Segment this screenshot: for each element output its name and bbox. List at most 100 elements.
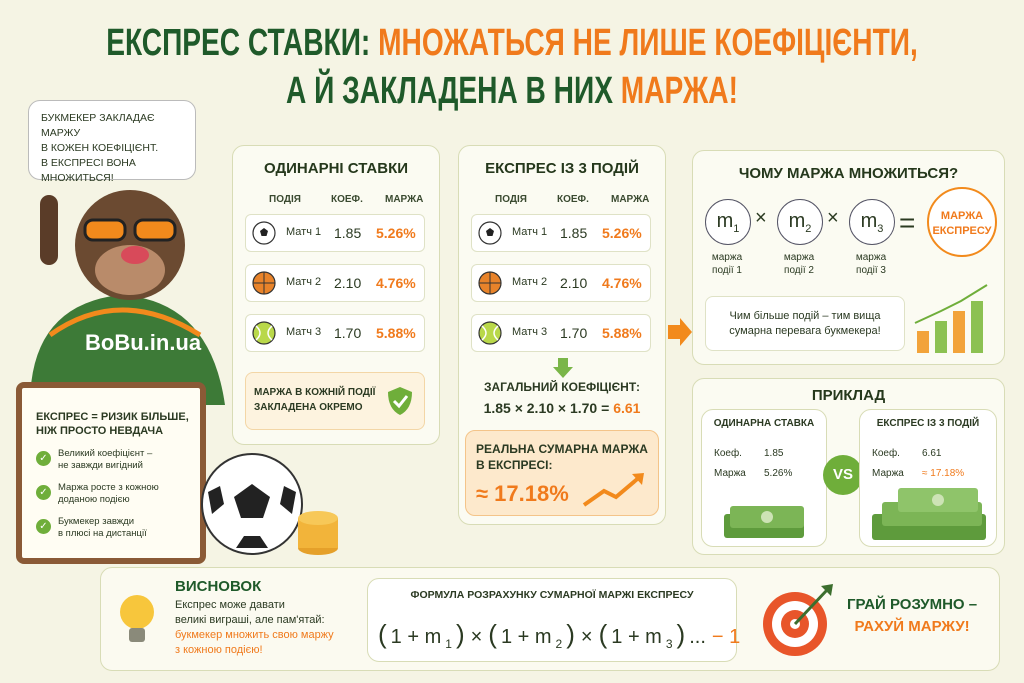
coefficient: 2.10 xyxy=(560,275,588,291)
table-row: Матч 1 1.85 5.26% xyxy=(245,214,425,252)
operator: × xyxy=(827,207,839,229)
example-value: 1.85 xyxy=(764,448,784,459)
operator: × xyxy=(580,626,593,648)
ball-coins xyxy=(201,453,338,555)
example-value: 5.26% xyxy=(764,468,793,479)
single-card: ОДИНАРНІ СТАВКИ ПОДІЯ КОЕФ. МАРЖА Матч 1 1.8… xyxy=(232,145,440,445)
column-header: КОЕФ. xyxy=(331,194,363,205)
note: МАРЖА В КОЖНІЙ ПОДІЇ ЗАКЛАДЕНА ОКРЕМО xyxy=(245,372,425,430)
term: 1 + m xyxy=(390,626,442,648)
speech-line: В КОЖЕН КОЕФІЦІЄНТ. xyxy=(41,142,159,154)
text: ЕКСПРЕСУ xyxy=(932,225,992,237)
term-circle: m1 xyxy=(705,199,751,245)
total-label: ЗАГАЛЬНИЙ КОЕФІЦІЄНТ: xyxy=(483,380,641,394)
text: ЗАКЛАДЕНА ОКРЕМО xyxy=(254,402,363,413)
margin: 5.26% xyxy=(602,225,642,241)
term-circle: m3 xyxy=(849,199,895,245)
symbol: m xyxy=(860,210,878,232)
column-header: МАРЖА xyxy=(385,194,424,205)
express-card: ЕКСПРЕС ІЗ 3 ПОДІЙ ПОДІЯ КОЕФ. МАРЖА Матч 1… xyxy=(458,145,666,525)
check-icon: ✓ xyxy=(36,451,51,466)
paren: ) xyxy=(676,619,686,649)
ball-icon xyxy=(252,271,276,295)
example-express: ЕКСПРЕС ІЗ 3 ПОДІЙ Коеф. 6.61 Маржа ≈ 17.18… xyxy=(859,409,997,547)
paren: ( xyxy=(488,619,497,649)
title-line-2: А Й ЗАКЛАДЕНА В НИХ МАРЖА! xyxy=(286,70,738,113)
speech-line: В ЕКСПРЕСІ ВОНА xyxy=(41,157,136,169)
text: букмекер множить свою маржу xyxy=(175,629,334,641)
total-value: 6.61 xyxy=(613,400,641,416)
card-title: ЧОМУ МАРЖА МНОЖИТЬСЯ? xyxy=(738,165,959,182)
index: 3 xyxy=(665,637,673,651)
money-icon xyxy=(724,506,804,538)
growth-icon xyxy=(582,473,644,507)
event-name: Матч 3 xyxy=(512,326,548,338)
total-formula: 1.85 × 2.10 × 1.70 = xyxy=(483,400,610,416)
column-header: ПОДІЯ xyxy=(495,194,527,205)
paren: ( xyxy=(598,619,608,649)
clipboard-item: ✓ Букмекер завжди в плюсі на дистанції xyxy=(36,516,190,540)
text: ЕКСПРЕС = РИЗИК БІЛЬШЕ, xyxy=(36,411,189,423)
text: маржа xyxy=(711,252,743,263)
ellipsis: ... xyxy=(689,626,706,648)
card-title: ЕКСПРЕС ІЗ 3 ПОДІЙ xyxy=(485,160,639,177)
text: Експрес може давати xyxy=(175,599,285,611)
column-header: КОЕФ. xyxy=(557,194,589,205)
text: Великий коефіцієнт – xyxy=(58,448,153,459)
example-label: Маржа xyxy=(714,468,746,479)
text: маржа xyxy=(783,252,815,263)
title-part: МНОЖАТЬСЯ НЕ ЛИШЕ КОЕФІЦІЄНТИ, xyxy=(378,22,918,64)
text: В ЕКСПРЕСІ: xyxy=(476,458,553,472)
why-note: Чим більше подій – тим вища сумарна перев… xyxy=(705,296,905,351)
speech-bubble: БУКМЕКЕР ЗАКЛАДАЄ МАРЖУ В КОЖЕН КОЕФІЦІЄ… xyxy=(28,100,196,184)
operator: = xyxy=(899,207,916,238)
term-caption: маржа події 1 xyxy=(697,251,757,277)
event-name: Матч 2 xyxy=(286,276,322,288)
logo: BoBu.in.ua xyxy=(85,330,202,355)
cta: ГРАЙ РОЗУМНО – РАХУЙ МАРЖУ! xyxy=(847,594,977,638)
text: МАРЖА В КОЖНІЙ ПОДІЇ xyxy=(254,387,376,398)
title-part: МАРЖА! xyxy=(620,70,738,112)
text: ЕКСПРЕС ІЗ 3 ПОДІЙ xyxy=(876,418,980,429)
example-single: ОДИНАРНА СТАВКА Коеф. 1.85 Маржа 5.26% xyxy=(701,409,827,547)
card-title: ОДИНАРНІ СТАВКИ xyxy=(263,160,409,177)
text: Маржа росте з кожною xyxy=(58,482,159,493)
money-icon xyxy=(872,488,986,540)
text: в плюсі на дистанції xyxy=(58,528,147,539)
real-value: ≈ 17.18% xyxy=(476,481,569,506)
speech-line: МНОЖИТЬСЯ! xyxy=(41,172,114,184)
text: РАХУЙ МАРЖУ! xyxy=(854,618,970,635)
column-header: МАРЖА xyxy=(611,194,650,205)
ball-icon xyxy=(252,221,276,245)
example-label: Маржа xyxy=(872,468,904,479)
title-part: ЕКСПРЕС СТАВКИ: xyxy=(106,22,371,64)
bottom-bar: ВИСНОВОК Експрес може давати великі вигра… xyxy=(100,567,1000,671)
title-line-1: ЕКСПРЕС СТАВКИ: МНОЖАТЬСЯ НЕ ЛИШЕ КОЕФІЦ… xyxy=(106,22,918,65)
index: 1 xyxy=(733,223,740,235)
coefficient: 1.85 xyxy=(334,225,362,241)
ball-icon xyxy=(478,321,502,345)
formula-title: ФОРМУЛА РОЗРАХУНКУ СУМАРНОЇ МАРЖІ ЕКСПРЕ… xyxy=(410,589,694,601)
text: великі виграші, але пам'ятай: xyxy=(175,614,325,626)
table-row: Матч 3 1.70 5.88% xyxy=(471,314,651,352)
term-circle: m2 xyxy=(777,199,823,245)
title-part: А Й ЗАКЛАДЕНА В НИХ xyxy=(286,70,613,112)
coefficient: 1.70 xyxy=(334,325,362,341)
text: з кожною подією! xyxy=(175,644,263,656)
real-margin-box: РЕАЛЬНА СУМАРНА МАРЖА В ЕКСПРЕСІ: ≈ 17.18… xyxy=(465,430,659,516)
ball-icon xyxy=(478,221,502,245)
term-caption: маржа події 3 xyxy=(841,251,901,277)
text: РЕАЛЬНА СУМАРНА МАРЖА xyxy=(476,442,648,456)
bars-icon xyxy=(914,284,988,353)
right-arrow xyxy=(668,318,692,346)
check-icon: ✓ xyxy=(36,519,51,534)
index: 3 xyxy=(877,223,884,235)
paren: ( xyxy=(378,619,387,649)
column-header: ПОДІЯ xyxy=(269,194,301,205)
table-row: Матч 1 1.85 5.26% xyxy=(471,214,651,252)
result-circle: МАРЖА ЕКСПРЕСУ xyxy=(927,187,997,257)
clipboard-item: ✓ Маржа росте з кожною доданою подією xyxy=(36,482,190,506)
event-name: Матч 3 xyxy=(286,326,322,338)
term-caption: маржа події 2 xyxy=(769,251,829,277)
term: 1 + m xyxy=(611,626,662,648)
